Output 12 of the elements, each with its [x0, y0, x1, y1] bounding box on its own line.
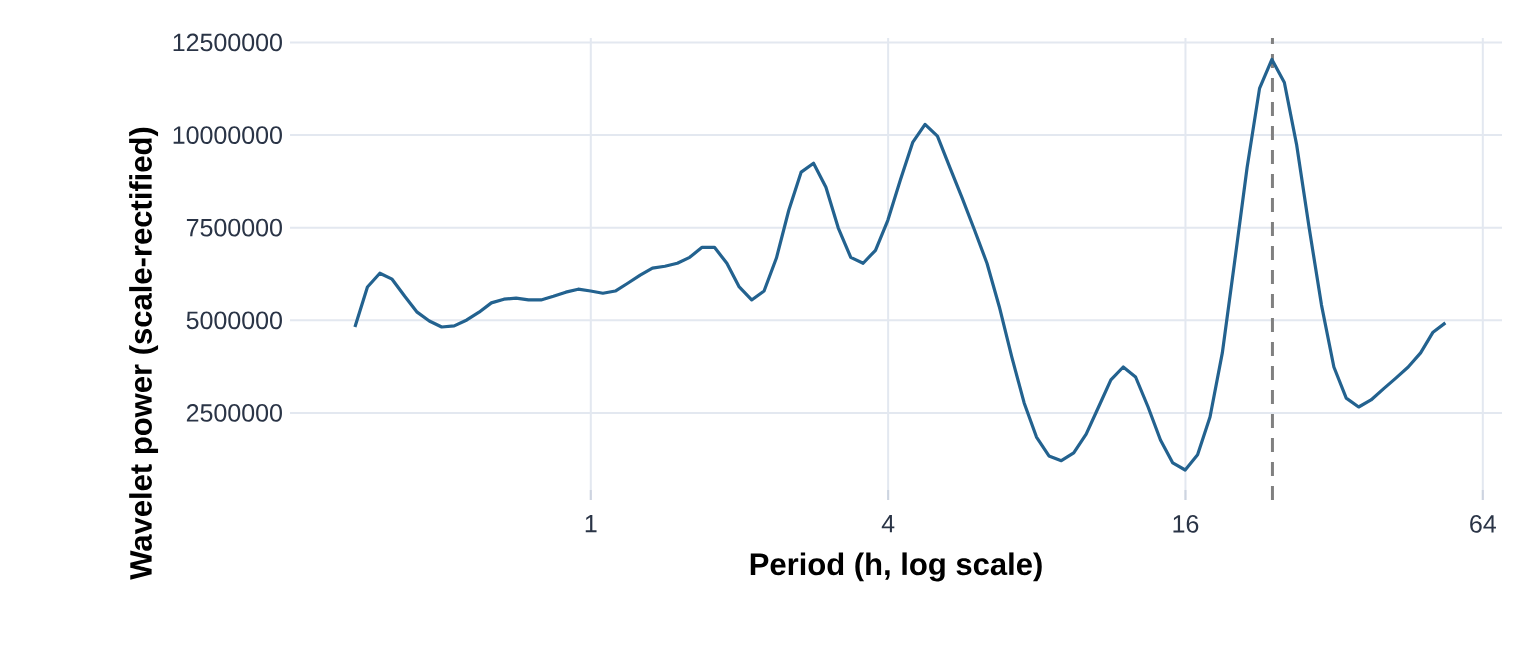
x-tick-label: 16	[1173, 515, 1199, 533]
y-tick-label: 10000000	[173, 126, 282, 144]
x-tick-label: 4	[881, 515, 895, 533]
y-tick-label: 2500000	[186, 404, 282, 422]
y-tick-label: 5000000	[186, 311, 282, 330]
y-axis-title: Wavelet power (scale-rectified)	[129, 127, 159, 580]
y-tick-label: 12500000	[173, 33, 282, 52]
y-tick-label: 7500000	[186, 218, 282, 237]
line-series	[353, 57, 1447, 472]
x-axis-title: Period (h, log scale)	[750, 552, 1042, 582]
x-tick-label: 64	[1470, 515, 1496, 533]
x-tick-label: 1	[585, 515, 597, 533]
